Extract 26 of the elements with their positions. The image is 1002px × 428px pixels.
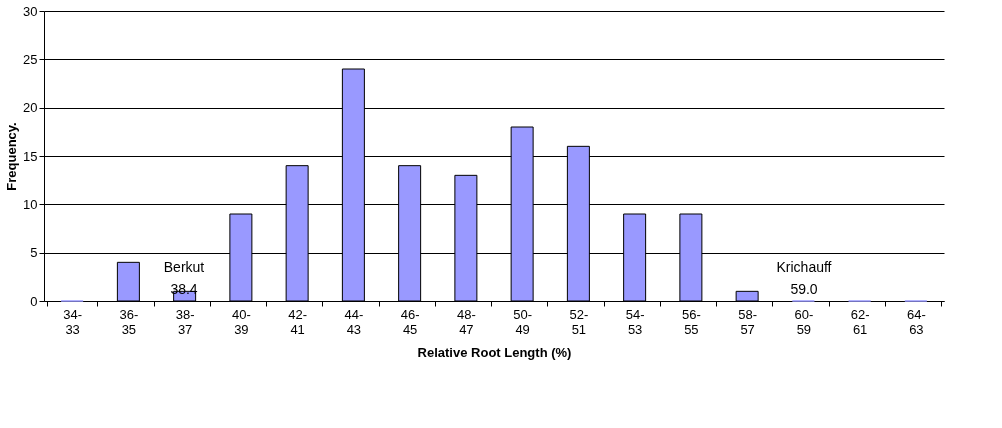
- y-tick-label: 30: [23, 3, 38, 19]
- x-tick-label: 44- 43: [344, 306, 364, 337]
- x-tick-label: 64- 63: [906, 306, 926, 337]
- y-tick-label: 0: [30, 293, 38, 309]
- x-tick-label: 62- 61: [850, 306, 870, 337]
- x-tick-label: 50- 49: [513, 306, 533, 337]
- x-tick-label: 36- 35: [119, 306, 139, 337]
- x-tick-label: 40- 39: [231, 306, 251, 337]
- y-tick-label: 10: [23, 196, 38, 212]
- annotation: Krichauff 59.0: [776, 259, 832, 297]
- y-tick-label: 15: [23, 148, 38, 164]
- x-axis-title: Relative Root Length (%): [417, 344, 572, 360]
- x-tick-label: 48- 47: [456, 306, 476, 337]
- y-tick-label: 20: [23, 100, 38, 116]
- x-tick-label: 38- 37: [175, 306, 195, 337]
- x-tick-label: 46- 45: [400, 306, 420, 337]
- x-tick-label: 56- 55: [681, 306, 701, 337]
- x-tick-label: 60- 59: [794, 306, 814, 337]
- x-tick-label: 58- 57: [738, 306, 758, 337]
- x-tick-label: 34- 33: [63, 306, 83, 337]
- x-tick-label: 42- 41: [288, 306, 308, 337]
- y-axis-title: Frequency.: [4, 122, 20, 191]
- x-tick-label: 52- 51: [569, 306, 589, 337]
- y-tick-label: 5: [30, 245, 38, 261]
- y-tick-label: 25: [23, 51, 38, 67]
- x-tick-label: 54- 53: [625, 306, 645, 337]
